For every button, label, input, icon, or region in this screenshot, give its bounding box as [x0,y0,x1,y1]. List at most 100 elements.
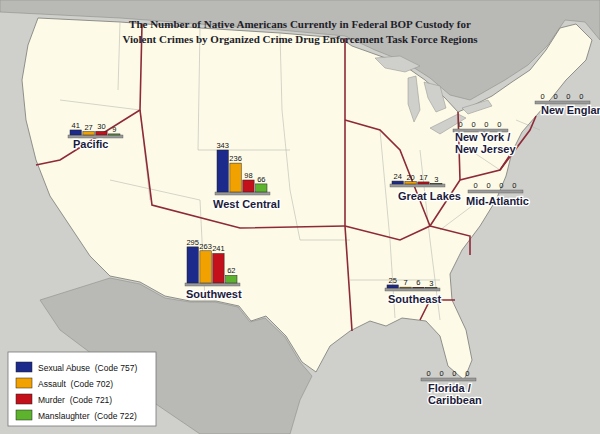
region-border [36,24,142,165]
data-label: 0 [471,120,475,129]
region-label-line: Pacific [73,138,108,150]
data-label: 236 [229,154,242,163]
bar [96,131,107,135]
region-label-line: Southeast [388,293,442,305]
region-label-line: Mid-Atlantic [466,195,529,207]
state-line [430,240,440,320]
bar [213,253,224,283]
bar [418,182,429,184]
data-label: 0 [579,92,583,101]
legend-swatch [16,378,32,388]
data-label: 3 [434,175,438,184]
region-border [140,110,345,228]
region-border [430,152,512,226]
data-label: 98 [244,171,252,180]
bar [405,182,416,184]
bar-base [385,288,440,291]
legend-swatch [16,410,32,420]
bar [226,275,237,283]
lake [408,76,420,122]
state-line [282,110,290,190]
legend-label: Murder (Code 721) [38,395,112,405]
bar-base [468,190,523,193]
region-label: New England [541,104,600,116]
title-line: Violent Crimes by Organized Crime Drug E… [122,33,478,45]
bar [392,181,403,184]
region-label: Florida /Caribbean [428,382,482,406]
region-border [430,226,470,255]
data-label: 0 [459,120,463,129]
region-label: Mid-Atlantic [466,195,529,207]
lake [424,82,446,112]
data-label: 0 [474,181,478,190]
state-line [300,240,350,241]
data-label: 20 [406,173,414,182]
region-label: Southeast [388,293,442,305]
data-label: 0 [439,369,443,378]
bars [68,101,590,381]
data-label: 0 [553,92,557,101]
data-label: 0 [512,181,516,190]
data-label: 295 [186,238,199,247]
bar-base [421,378,476,381]
bar [109,134,120,135]
data-label: 25 [388,276,396,285]
data-label: 41 [71,121,79,130]
data-label: 0 [465,369,469,378]
lake [462,100,492,114]
bar-base [390,184,445,187]
title: The Number of Native Americans Currently… [122,18,478,45]
data-label: 0 [452,369,456,378]
legend: Sexual Abuse (Code 757)Assault (Code 702… [8,352,156,426]
data-label: 9 [112,125,116,134]
data-label: 0 [497,120,501,129]
bar [243,180,254,192]
bar [187,247,198,283]
region-border [345,226,352,331]
data-label: 0 [566,92,570,101]
region-label-line: New York / [455,131,510,143]
bar [256,184,267,192]
bar-base [215,192,270,195]
bar [230,163,241,192]
data-label: 0 [484,120,488,129]
legend-box [8,352,156,426]
lake [375,56,420,72]
legend-swatch [16,362,32,372]
state-line [198,28,200,150]
state-line [516,120,540,130]
legend-label: Sexual Abuse (Code 757) [38,363,137,373]
data-label: 27 [84,123,92,132]
region-label-line: New England [541,104,600,116]
data-label: 7 [403,278,407,287]
data-label: 343 [216,141,229,150]
data-label: 0 [499,181,503,190]
data-label: 3 [429,279,433,288]
data-label: 24 [393,172,401,181]
region-label-line: Southwest [186,288,242,300]
bar [387,285,398,288]
us-land [22,18,592,380]
state-line [60,100,140,110]
bar [200,251,211,283]
map-chart: The Number of Native Americans Currently… [0,0,600,434]
data-label: 30 [97,122,105,131]
bar-base [185,283,240,286]
bar [70,130,81,135]
title-line: The Number of Native Americans Currently… [129,18,471,30]
region-label: New York /New Jersey [455,131,516,155]
bar [83,132,94,135]
state-line [198,150,290,151]
data-label: 0 [427,369,431,378]
data-label: 6 [416,278,420,287]
legend-swatch [16,394,32,404]
data-label: 0 [541,92,545,101]
region-label-line: New Jersey [455,143,516,155]
region-label-line: Florida / [428,382,471,394]
data-label: 17 [419,173,427,182]
water [0,0,600,434]
region-label-line: West Central [213,198,280,210]
data-label: 263 [199,242,212,251]
bar [217,150,228,192]
state-line [110,180,200,200]
